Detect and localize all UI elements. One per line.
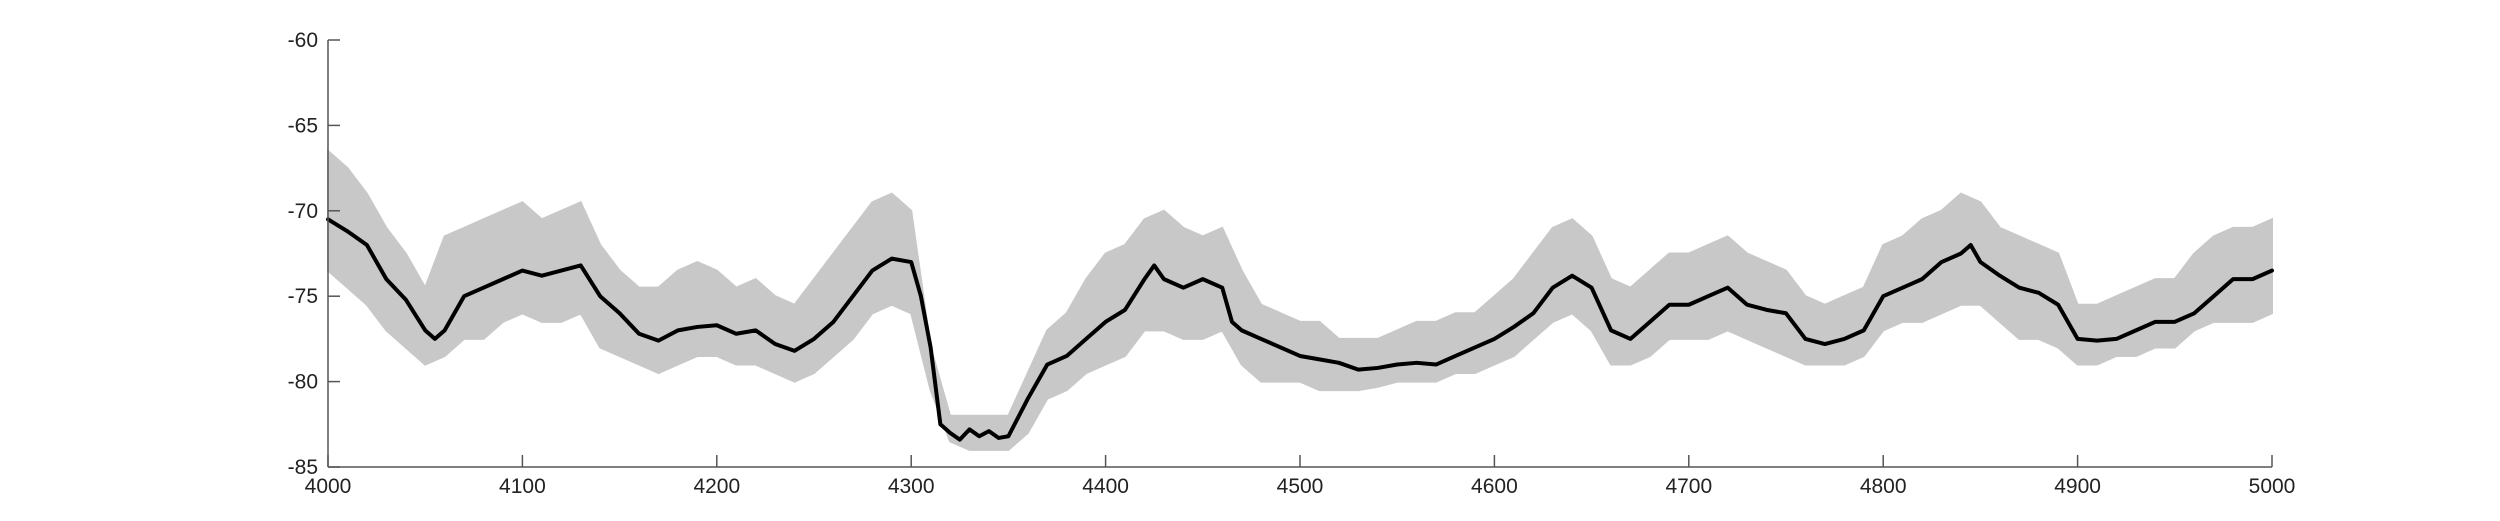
y-tick-label: -75 — [288, 285, 318, 308]
y-tick-label: -70 — [288, 200, 318, 223]
y-tick-label: -60 — [288, 29, 318, 52]
variance-band-layer — [327, 148, 2273, 451]
x-tick-label: 4400 — [1082, 475, 1129, 498]
y-tick-label: -65 — [288, 114, 318, 137]
x-tick-label: 4100 — [499, 475, 546, 498]
y-tick-label: -80 — [288, 371, 318, 394]
mean-line-layer — [326, 217, 2274, 442]
x-tick-label: 4000 — [305, 475, 352, 498]
mean-line — [326, 217, 2274, 442]
y-tick-label: -85 — [288, 456, 318, 479]
x-tick-label: 4600 — [1471, 475, 1518, 498]
x-tick-label: 4900 — [2054, 475, 2101, 498]
x-tick-label: 4700 — [1665, 475, 1712, 498]
variance-band — [327, 148, 2273, 451]
x-tick-label: 4500 — [1277, 475, 1324, 498]
x-tick-label: 5000 — [2249, 475, 2296, 498]
x-tick-label: 4300 — [888, 475, 935, 498]
y-axis-ticks: -85 -80 -75 -70 -65 -60 — [288, 29, 340, 479]
x-axis-ticks: 4000 4100 4200 4300 4400 4500 4600 4700 4800 4900… — [305, 455, 2296, 498]
x-tick-label: 4200 — [693, 475, 740, 498]
x-tick-label: 4800 — [1860, 475, 1907, 498]
